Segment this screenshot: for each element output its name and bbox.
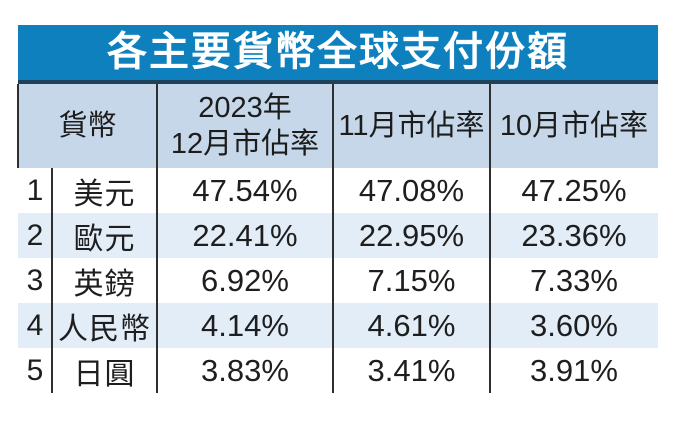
header-dec-line2: 12月市佔率	[170, 128, 320, 160]
table-row-cny: 4 人民幣 4.14% 4.61% 3.60%	[18, 303, 658, 348]
table-title: 各主要貨幣全球支付份額	[107, 30, 569, 74]
oct-share-value: 23.36%	[521, 217, 627, 253]
header-currency-label: 貨幣	[58, 110, 117, 142]
rank-value: 5	[26, 353, 44, 387]
header-nov-label: 11月市佔率	[338, 110, 485, 142]
oct-share-value: 3.60%	[530, 307, 618, 343]
nov-share-value: 7.15%	[367, 262, 456, 298]
nov-share-value: 22.95%	[358, 217, 465, 253]
oct-share-value: 7.33%	[530, 262, 618, 298]
grid-line-col-nov	[332, 84, 334, 393]
oct-share-value: 3.91%	[530, 352, 618, 388]
table-body: 1 美元 47.54% 47.08% 47.25% 2 歐元 22.41% 22…	[18, 168, 658, 393]
grid-line-rank-divider	[51, 168, 53, 393]
currency-name: 歐元	[73, 222, 136, 256]
currency-name: 美元	[73, 177, 136, 211]
header-dec-2023: 2023年 12月市佔率	[157, 84, 333, 168]
rank-value: 4	[26, 308, 44, 342]
table-header-row: 貨幣 2023年 12月市佔率 11月市佔率 10月市佔率	[18, 84, 658, 168]
table-row-jpy: 5 日圓 3.83% 3.41% 3.91%	[18, 348, 658, 393]
header-currency: 貨幣	[18, 84, 157, 168]
table-row-eur: 2 歐元 22.41% 22.95% 23.36%	[18, 213, 658, 258]
header-oct-label: 10月市佔率	[499, 110, 649, 142]
dec-share-value: 3.83%	[201, 352, 289, 388]
currency-name: 日圓	[73, 357, 136, 391]
rank-value: 3	[26, 263, 44, 297]
grid-line-header-left	[17, 84, 19, 168]
currency-name: 英鎊	[73, 267, 136, 301]
table-row-usd: 1 美元 47.54% 47.08% 47.25%	[18, 168, 658, 213]
nov-share-value: 47.08%	[358, 172, 465, 208]
dec-share-value: 4.14%	[201, 307, 289, 343]
grid-line-col-currency	[156, 84, 158, 393]
dec-share-value: 6.92%	[201, 262, 289, 298]
table-title-bar: 各主要貨幣全球支付份額	[18, 25, 658, 84]
grid-line-col-oct	[489, 84, 491, 393]
header-dec-line1: 2023年	[198, 92, 292, 124]
currency-share-table: 各主要貨幣全球支付份額 貨幣 2023年 12月市佔率 11月市佔率 10月市佔…	[17, 0, 658, 439]
nov-share-value: 4.61%	[367, 307, 456, 343]
currency-name: 人民幣	[58, 312, 151, 346]
rank-value: 1	[26, 173, 44, 207]
oct-share-value: 47.25%	[521, 172, 627, 208]
dec-share-value: 22.41%	[192, 217, 298, 253]
table-row-gbp: 3 英鎊 6.92% 7.15% 7.33%	[18, 258, 658, 303]
rank-value: 2	[26, 218, 44, 252]
dec-share-value: 47.54%	[192, 172, 298, 208]
header-nov: 11月市佔率	[333, 84, 490, 168]
header-oct: 10月市佔率	[490, 84, 658, 168]
nov-share-value: 3.41%	[367, 352, 456, 388]
